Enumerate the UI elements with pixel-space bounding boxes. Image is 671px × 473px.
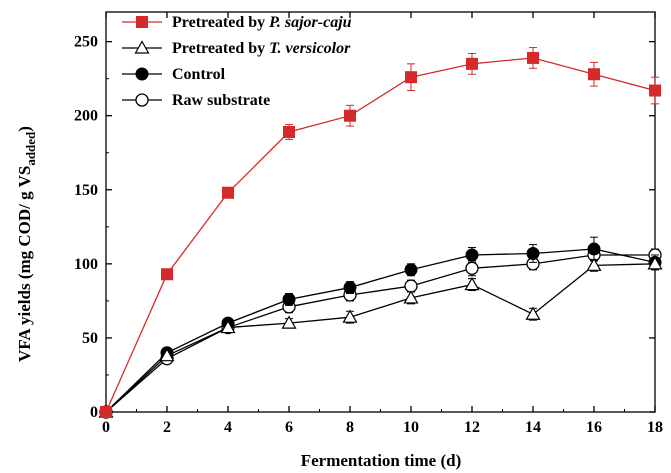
series-line <box>105 248 656 413</box>
y-tick-label: 50 <box>82 330 98 347</box>
y-tick-label: 250 <box>74 34 98 51</box>
data-point <box>220 319 236 334</box>
x-tick-label: 12 <box>464 419 480 436</box>
data-point <box>405 71 417 84</box>
x-tick-label: 0 <box>102 419 110 436</box>
data-point <box>222 186 234 199</box>
y-tick-label: 150 <box>74 182 98 199</box>
data-point <box>587 242 601 256</box>
y-axis-title: VFA yields (mg COD/ g VSadded) <box>15 126 38 362</box>
x-tick-label: 16 <box>586 419 602 436</box>
y-tick-label: 200 <box>74 108 98 125</box>
series-3 <box>99 248 662 419</box>
legend-label: Pretreated by P. sajor-caju <box>172 14 352 31</box>
y-axis-title-subscript: added <box>23 131 38 166</box>
x-tick-label: 4 <box>224 419 232 436</box>
data-point <box>588 68 600 81</box>
data-point <box>342 309 358 323</box>
data-point <box>466 57 478 70</box>
data-point <box>404 263 418 277</box>
x-tick-label: 14 <box>525 419 541 436</box>
series-layer <box>98 47 663 419</box>
series-1 <box>98 256 663 418</box>
data-point <box>465 248 479 262</box>
legend-marker <box>135 67 149 81</box>
legend-marker <box>136 16 148 28</box>
x-tick-label: 10 <box>403 419 419 436</box>
data-point <box>464 276 480 291</box>
data-point <box>343 281 357 295</box>
legend-marker <box>135 93 149 107</box>
legend-label: Raw substrate <box>172 92 270 109</box>
x-tick-label: 18 <box>647 419 663 436</box>
x-axis-title: Fermentation time (d) <box>301 451 462 470</box>
x-axis: 0 2 4 6 8 10 12 14 16 18 <box>102 12 663 436</box>
y-axis-title-close: ) <box>15 126 34 132</box>
data-point <box>647 256 663 270</box>
series-0 <box>100 47 661 418</box>
data-point <box>649 84 661 97</box>
data-point <box>283 126 295 138</box>
y-tick-label: 0 <box>90 404 98 421</box>
x-tick-label: 8 <box>346 419 354 436</box>
data-point <box>525 306 541 320</box>
legend-marker <box>134 40 150 54</box>
data-point <box>161 268 173 281</box>
data-point <box>586 257 602 271</box>
x-tick-label: 6 <box>285 419 293 436</box>
x-tick-label: 2 <box>163 419 171 436</box>
data-point <box>403 290 419 304</box>
y-axis: 0 50 100 150 200 250 <box>74 34 655 421</box>
data-point <box>282 292 296 306</box>
data-point <box>344 109 356 122</box>
legend-label: Control <box>172 66 226 83</box>
series-2 <box>99 236 662 419</box>
series-line <box>105 254 655 413</box>
series-line <box>105 57 656 413</box>
data-point <box>465 261 479 275</box>
y-tick-label: 100 <box>74 256 98 273</box>
legend: Pretreated by P. sajor-caju Pretreated by… <box>122 14 352 109</box>
data-point <box>281 315 297 329</box>
series-line <box>105 263 656 413</box>
data-point <box>100 406 112 418</box>
data-point <box>526 246 540 260</box>
legend-label: Pretreated by T. versicolor <box>172 40 351 57</box>
y-axis-title-main: VFA yields (mg COD/ g VS <box>15 166 34 362</box>
data-point <box>159 347 175 362</box>
data-point <box>527 51 539 64</box>
